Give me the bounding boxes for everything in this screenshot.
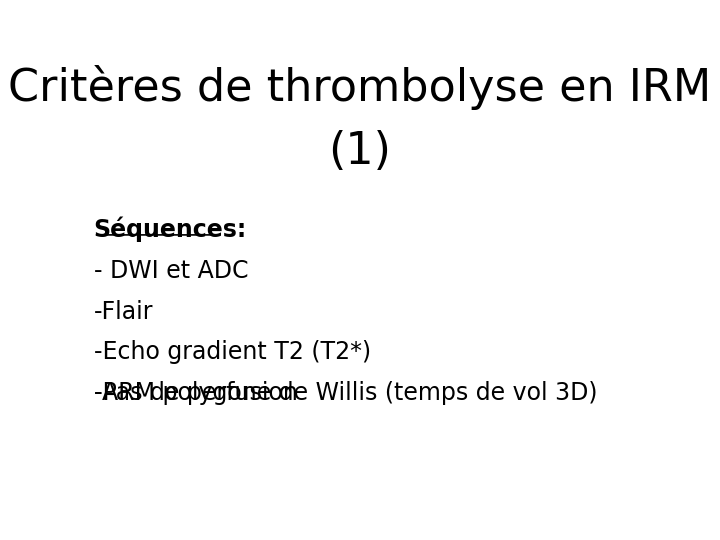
Text: - DWI et ADC: - DWI et ADC <box>94 259 248 283</box>
Text: (1): (1) <box>328 130 392 173</box>
Text: Séquences:: Séquences: <box>94 216 247 241</box>
Text: -Pas de perfusion: -Pas de perfusion <box>94 381 297 404</box>
Text: Critères de thrombolyse en IRM: Critères de thrombolyse en IRM <box>9 65 711 110</box>
Text: -Flair: -Flair <box>94 300 153 323</box>
Text: -ARM polygone de Willis (temps de vol 3D): -ARM polygone de Willis (temps de vol 3D… <box>94 381 597 404</box>
Text: -Echo gradient T2 (T2*): -Echo gradient T2 (T2*) <box>94 340 371 364</box>
